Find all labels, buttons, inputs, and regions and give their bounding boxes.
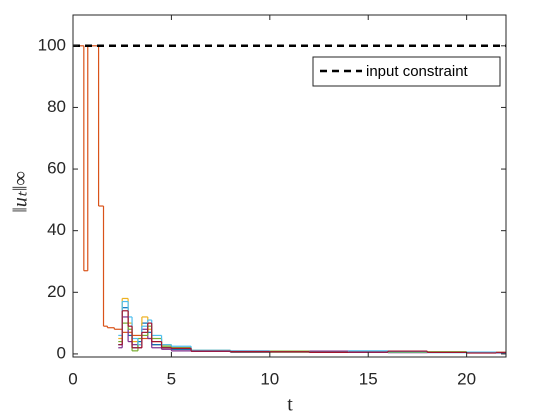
y-tick-label: 80	[47, 97, 66, 116]
legend-label: input constraint	[366, 63, 469, 80]
y-tick-label: 100	[38, 35, 66, 54]
x-tick-label: 15	[359, 369, 378, 388]
y-tick-label: 40	[47, 220, 66, 239]
x-tick-label: 5	[167, 369, 176, 388]
y-tick-label: 20	[47, 282, 66, 301]
y-axis-label: ‖uₜ‖∞	[10, 171, 32, 212]
x-tick-label: 0	[68, 369, 77, 388]
axes-box	[72, 14, 507, 358]
x-tick-label: 20	[457, 369, 476, 388]
x-axis-label: t	[287, 394, 293, 416]
x-tick-label: 10	[260, 369, 279, 388]
y-tick-label: 60	[47, 159, 66, 178]
y-tick-label: 0	[57, 343, 66, 362]
